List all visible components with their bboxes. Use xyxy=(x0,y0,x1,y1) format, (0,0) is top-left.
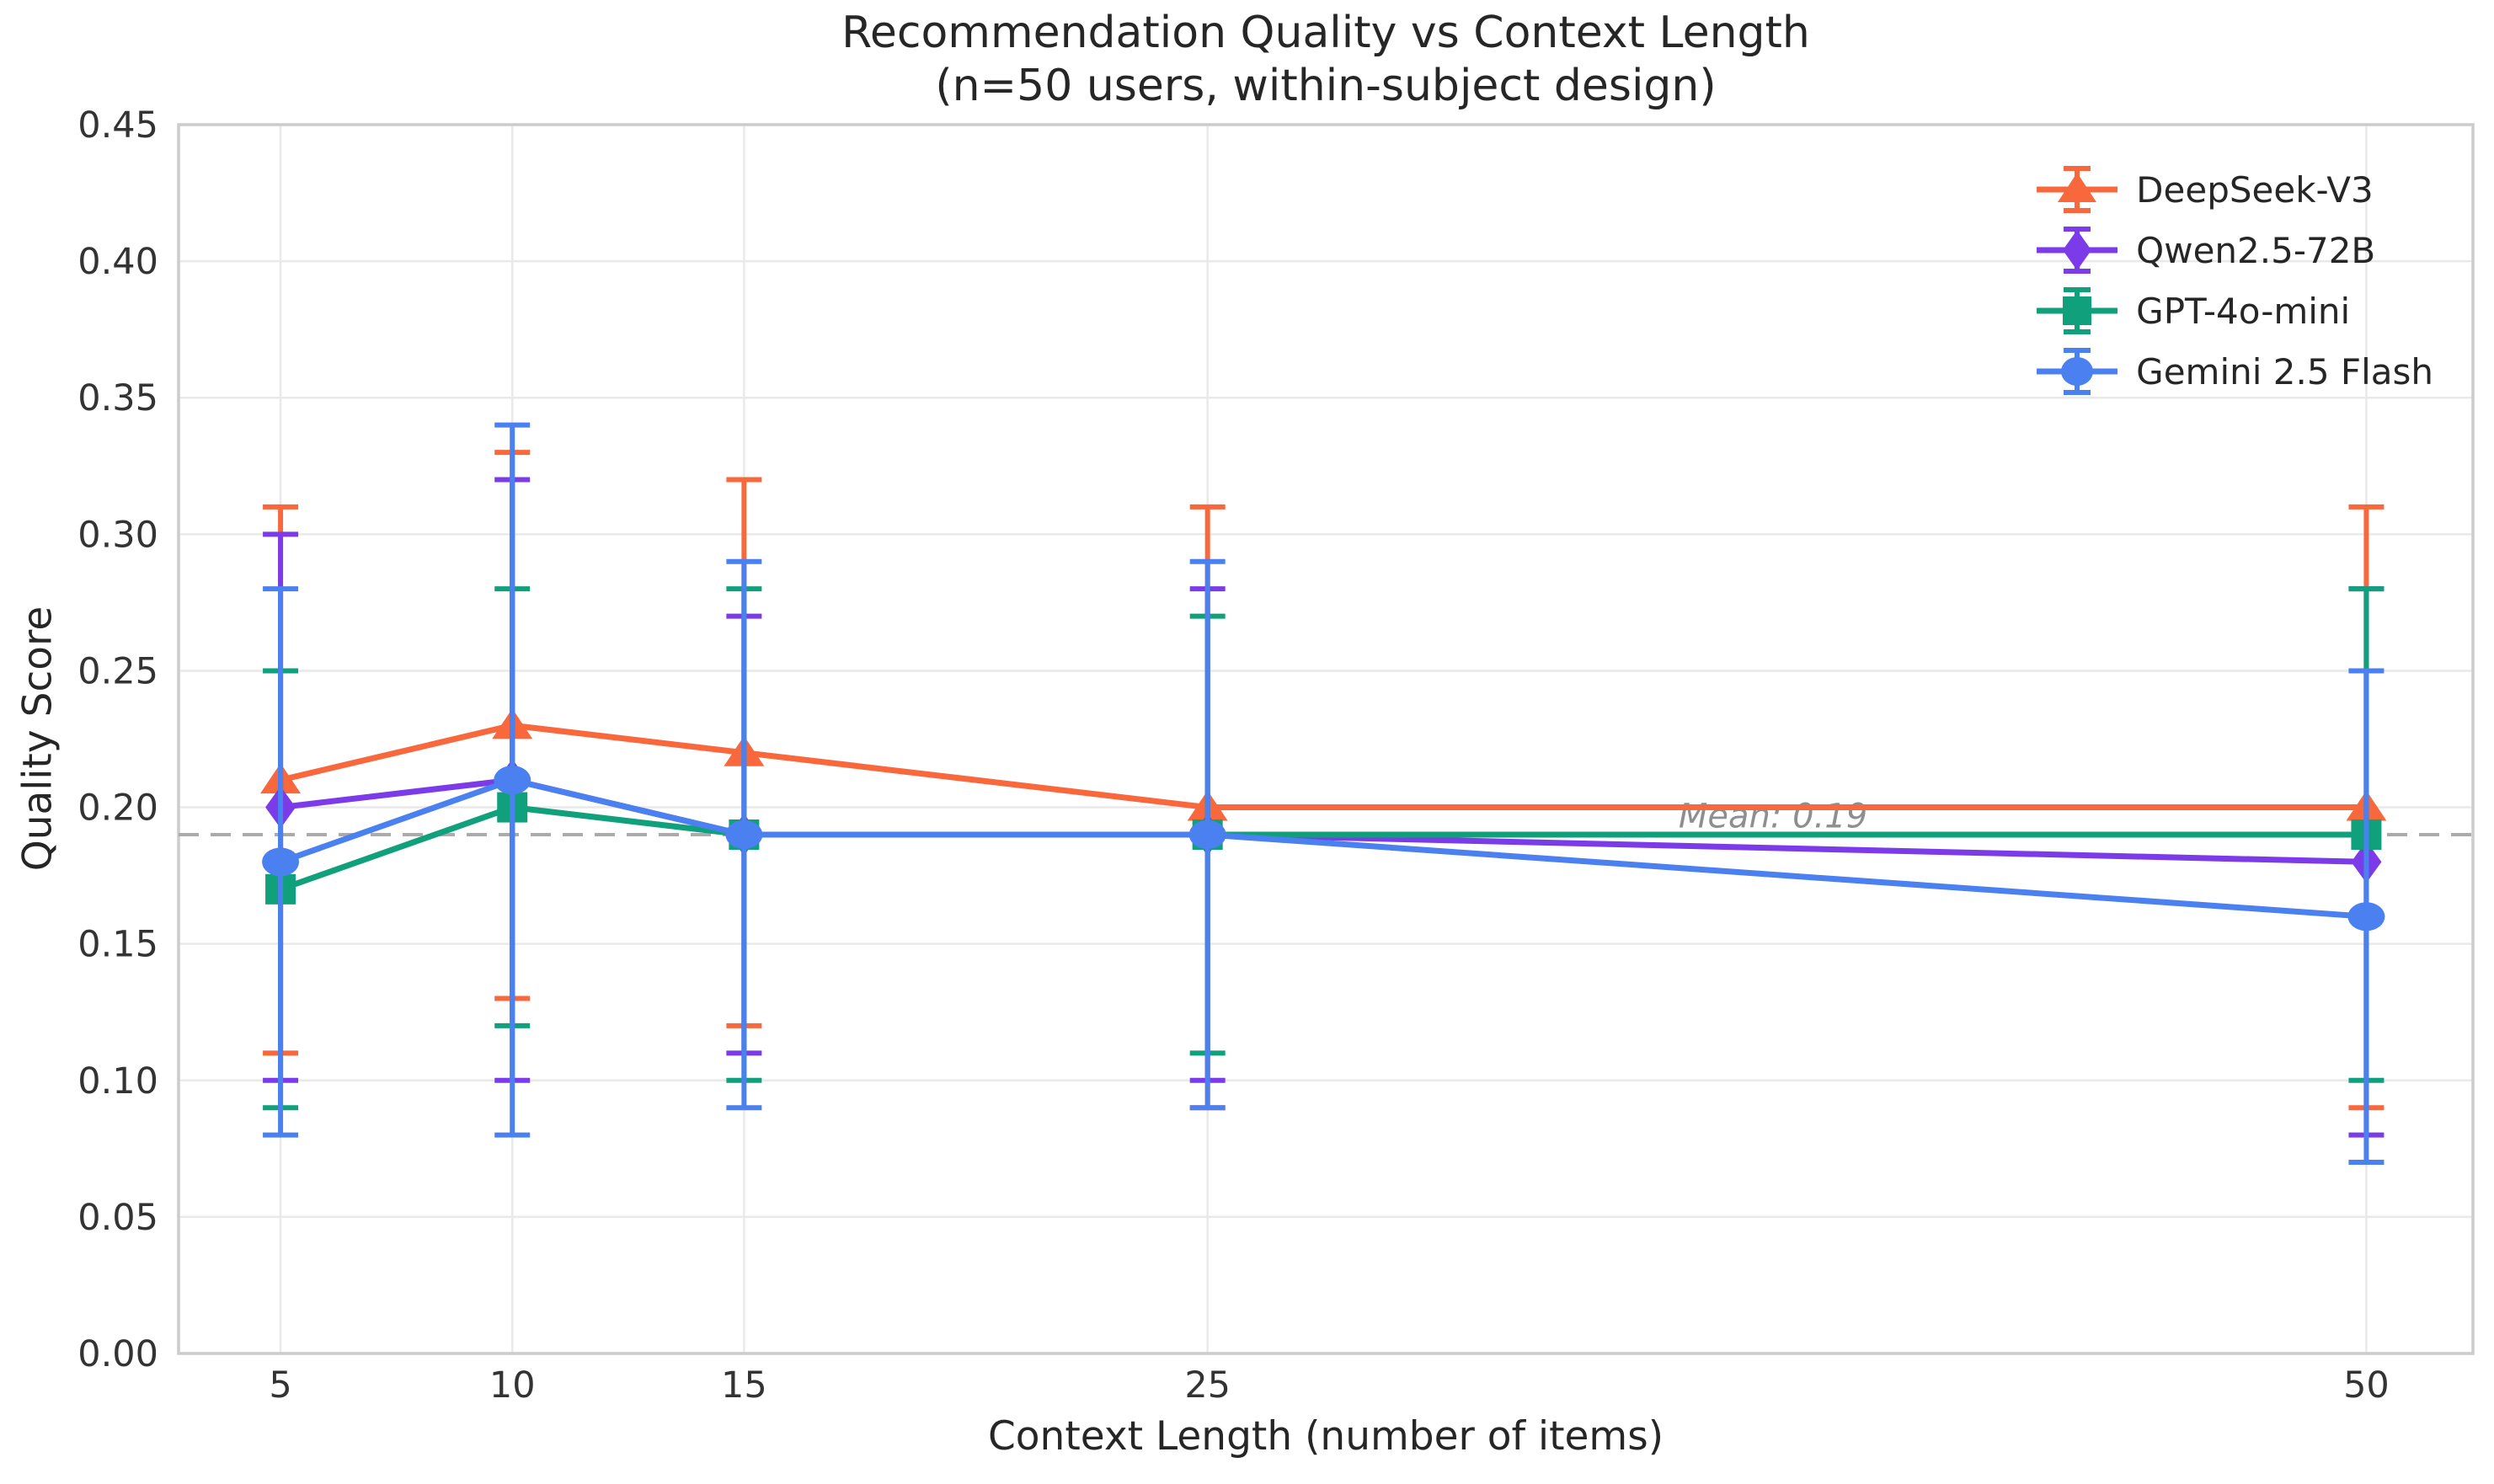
legend-item-deepseek-v3: DeepSeek-V3 xyxy=(2035,163,2433,216)
axes-spines xyxy=(177,123,2475,1355)
y-axis-label: Quality Score xyxy=(14,606,61,872)
y-tick-label: 0.35 xyxy=(77,377,158,419)
legend-label: Qwen2.5-72B xyxy=(2136,229,2376,271)
x-tick-label: 10 xyxy=(489,1364,536,1407)
y-tick-label: 0.25 xyxy=(77,650,158,692)
legend: DeepSeek-V3 Qwen2.5-72B GPT-4o-mini Gemi… xyxy=(2035,163,2433,398)
y-tick-label: 0.30 xyxy=(77,514,158,556)
x-tick-label: 25 xyxy=(1184,1364,1231,1407)
series-gemini-2.5-flash xyxy=(262,422,2385,1166)
legend-errorbar-marker-gemini-2.5-flash xyxy=(2037,348,2118,395)
legend-item-gpt-4o-mini: GPT-4o-mini xyxy=(2035,285,2433,337)
y-tick-label: 0.40 xyxy=(77,241,158,283)
y-tick-label: 0.15 xyxy=(77,924,158,966)
legend-errorbar-marker-deepseek-v3 xyxy=(2037,166,2118,213)
legend-label: Gemini 2.5 Flash xyxy=(2136,350,2433,392)
series-deepseek-v3 xyxy=(260,450,2387,1111)
legend-errorbar-marker-gpt-4o-mini xyxy=(2037,287,2118,334)
y-tick-label: 0.45 xyxy=(77,104,158,147)
chart-title: Recommendation Quality vs Context Length xyxy=(841,8,1810,58)
y-tick-label: 0.05 xyxy=(77,1197,158,1239)
title-block: Recommendation Quality vs Context Length… xyxy=(179,7,2473,114)
x-tick-label: 50 xyxy=(2343,1364,2390,1407)
chart-subtitle: (n=50 users, within-subject design) xyxy=(935,61,1717,112)
legend-errorbar-marker-qwen2.5-72b xyxy=(2037,227,2118,274)
y-tick-label: 0.10 xyxy=(77,1060,158,1102)
mean-line-label: Mean: 0.19 xyxy=(1679,797,1867,835)
x-tick-label: 15 xyxy=(721,1364,767,1407)
legend-label: GPT-4o-mini xyxy=(2136,290,2351,332)
series-gpt-4o-mini xyxy=(263,586,2385,1111)
legend-item-gemini-2.5-flash: Gemini 2.5 Flash xyxy=(2035,345,2433,398)
y-tick-label: 0.20 xyxy=(77,787,158,830)
legend-item-qwen2.5-72b: Qwen2.5-72B xyxy=(2035,224,2433,276)
x-axis-label: Context Length (number of items) xyxy=(987,1413,1664,1460)
legend-label: DeepSeek-V3 xyxy=(2136,168,2374,211)
y-tick-label: 0.00 xyxy=(77,1333,158,1375)
x-tick-label: 5 xyxy=(269,1364,291,1407)
